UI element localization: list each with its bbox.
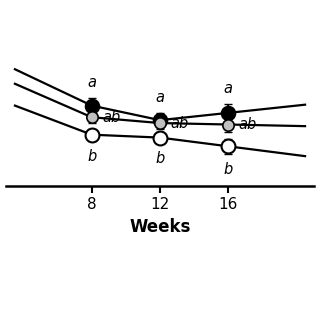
Text: b: b (87, 148, 96, 164)
Text: a: a (87, 75, 96, 90)
Text: b: b (224, 162, 233, 177)
Text: b: b (156, 151, 164, 166)
Text: a: a (224, 81, 233, 96)
Text: ab: ab (102, 110, 120, 125)
Text: ab: ab (238, 117, 257, 132)
Text: ab: ab (170, 116, 188, 131)
X-axis label: Weeks: Weeks (129, 218, 191, 236)
Text: a: a (156, 90, 164, 105)
